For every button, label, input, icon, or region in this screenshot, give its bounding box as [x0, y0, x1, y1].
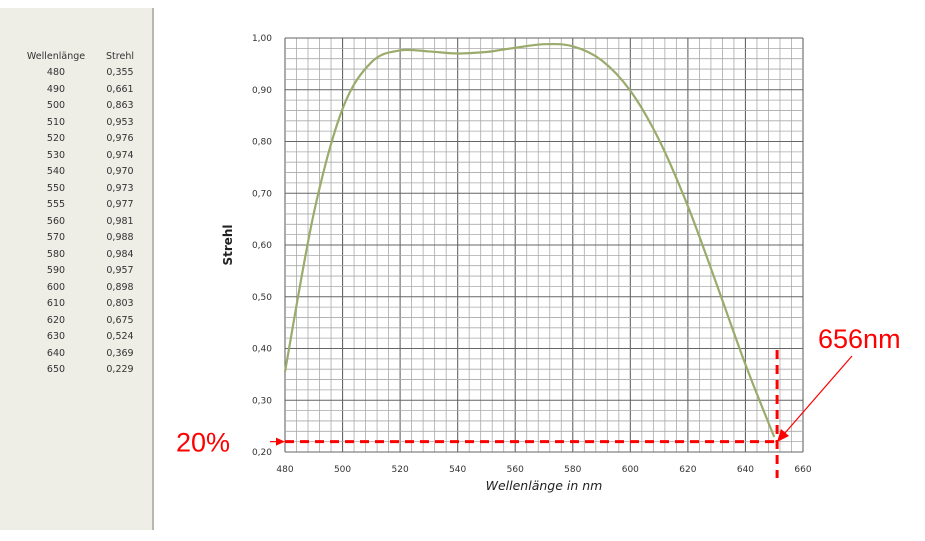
- table-row: 570 0,988: [18, 230, 146, 247]
- y-tick-label: 0,40: [252, 345, 272, 355]
- y-tick-label: 0,50: [252, 293, 272, 303]
- table-row: 650 0,229: [18, 362, 146, 379]
- wavelength-cell: 520: [46, 133, 66, 145]
- x-tick-label: 500: [334, 465, 351, 475]
- wavelength-cell: 510: [46, 116, 66, 128]
- strehl-cell: 0,863: [106, 100, 134, 112]
- strehl-cell: 0,970: [106, 166, 134, 178]
- strehl-cell: 0,976: [106, 133, 134, 145]
- wavelength-cell: 640: [46, 347, 66, 359]
- wavelength-cell: 600: [46, 281, 66, 293]
- x-tick-label: 660: [794, 465, 811, 475]
- strehl-cell: 0,984: [106, 248, 134, 260]
- x-tick-label: 540: [449, 465, 466, 475]
- x-tick-label: 600: [622, 465, 639, 475]
- table-row: 630 0,524: [18, 329, 146, 346]
- table-row: 555 0,977: [18, 197, 146, 214]
- x-tick-label: 580: [564, 465, 581, 475]
- table-row: 480 0,355: [18, 65, 146, 82]
- data-table-panel: Wellenlänge Strehl 480 0,355 490 0,661 500 0,…: [0, 8, 154, 530]
- wavelength-cell: 550: [46, 182, 66, 194]
- table-row: 580 0,984: [18, 246, 146, 263]
- y-tick-label: 0,60: [252, 241, 272, 251]
- strehl-cell: 0,974: [106, 149, 134, 161]
- table-row: 540 0,970: [18, 164, 146, 181]
- wavelength-cell: 560: [46, 215, 66, 227]
- table-row: 560 0,981: [18, 213, 146, 230]
- strehl-cell: 0,977: [106, 199, 134, 211]
- table-row: 610 0,803: [18, 296, 146, 313]
- y-tick-label: 1,00: [252, 34, 272, 44]
- table-row: 490 0,661: [18, 81, 146, 98]
- strehl-cell: 0,369: [106, 347, 134, 359]
- strehl-cell: 0,661: [106, 83, 134, 95]
- y-tick-label: 0,90: [252, 86, 272, 96]
- x-tick-label: 520: [392, 465, 409, 475]
- strehl-cell: 0,973: [106, 182, 134, 194]
- wavelength-cell: 500: [46, 100, 66, 112]
- y-tick-label: 0,20: [252, 448, 272, 458]
- wavelength-cell: 530: [46, 149, 66, 161]
- strehl-cell: 0,981: [106, 215, 134, 227]
- wavelength-cell: 490: [46, 83, 66, 95]
- wavelength-cell: 540: [46, 166, 66, 178]
- wavelength-cell: 590: [46, 265, 66, 277]
- annotation-656nm: 656nm: [818, 324, 901, 354]
- arrow-656-line: [784, 355, 853, 434]
- strehl-cell: 0,355: [106, 67, 134, 79]
- table-row: 600 0,898: [18, 279, 146, 296]
- table-row: 640 0,369: [18, 345, 146, 362]
- strehl-cell: 0,229: [106, 364, 134, 376]
- wavelength-cell: 480: [46, 67, 66, 79]
- table-row: 510 0,953: [18, 114, 146, 131]
- table-row: 520 0,976: [18, 131, 146, 148]
- wavelength-cell: 610: [46, 298, 66, 310]
- y-axis-label: Strehl: [221, 224, 235, 265]
- annotation-20-percent: 20%: [176, 428, 230, 458]
- table-row: 550 0,973: [18, 180, 146, 197]
- strehl-cell: 0,675: [106, 314, 134, 326]
- series-line: [283, 42, 776, 438]
- wavelength-cell: 620: [46, 314, 66, 326]
- strehl-cell: 0,803: [106, 298, 134, 310]
- strehl-cell: 0,988: [106, 232, 134, 244]
- arrow-656-head: [777, 429, 789, 442]
- strehl-cell: 0,524: [106, 331, 134, 343]
- strehl-cell: 0,898: [106, 281, 134, 293]
- header-wavelength: Wellenlänge: [26, 50, 86, 62]
- table-row: 620 0,675: [18, 312, 146, 329]
- x-axis-label: Wellenlänge in nm: [486, 478, 603, 493]
- arrow-20-head: [276, 437, 285, 446]
- header-strehl: Strehl: [106, 50, 134, 62]
- wavelength-cell: 555: [46, 199, 66, 211]
- wavelength-cell: 650: [46, 364, 66, 376]
- strehl-cell: 0,957: [106, 265, 134, 277]
- x-tick-label: 640: [737, 465, 754, 475]
- y-tick-label: 0,70: [252, 189, 272, 199]
- wavelength-cell: 570: [46, 232, 66, 244]
- data-table: Wellenlänge Strehl 480 0,355 490 0,661 500 0,…: [18, 48, 146, 378]
- table-row: 530 0,974: [18, 147, 146, 164]
- x-tick-label: 620: [679, 465, 696, 475]
- x-tick-label: 560: [507, 465, 524, 475]
- wavelength-cell: 630: [46, 331, 66, 343]
- y-tick-label: 0,80: [252, 138, 272, 148]
- table-row: 500 0,863: [18, 98, 146, 115]
- x-tick-label: 480: [276, 465, 293, 475]
- y-tick-label: 0,30: [252, 396, 272, 406]
- strehl-cell: 0,953: [106, 116, 134, 128]
- wavelength-cell: 580: [46, 248, 66, 260]
- table-row: 590 0,957: [18, 263, 146, 280]
